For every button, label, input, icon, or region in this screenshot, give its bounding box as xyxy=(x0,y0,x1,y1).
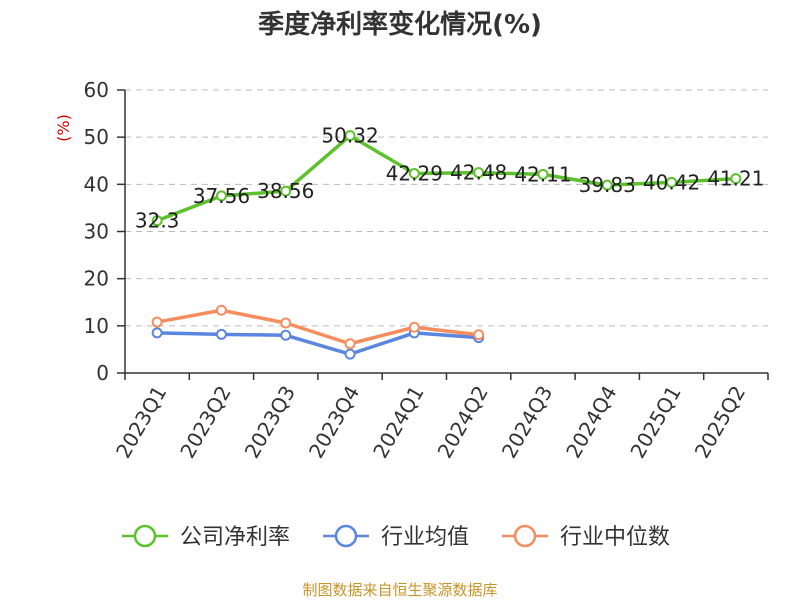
x-tick-label: 2025Q1 xyxy=(625,382,685,463)
series-2 xyxy=(151,304,485,350)
data-point xyxy=(151,316,163,328)
data-label: 50.32 xyxy=(321,124,378,148)
x-tick-label: 2023Q1 xyxy=(111,382,171,463)
data-point xyxy=(666,176,678,188)
legend-marker xyxy=(133,524,157,548)
data-point xyxy=(280,317,292,329)
x-tick-label: 2024Q4 xyxy=(561,382,621,463)
x-tick-label: 2024Q2 xyxy=(433,382,493,463)
x-tick-label: 2024Q3 xyxy=(497,382,557,463)
source-note: 制图数据来自恒生聚源数据库 xyxy=(302,581,498,599)
chart-title: 季度净利率变化情况(%) xyxy=(258,10,542,40)
data-point xyxy=(473,167,485,179)
y-tick-label: 60 xyxy=(84,78,109,102)
data-point xyxy=(344,338,356,350)
legend-item: 公司净利率 xyxy=(122,524,290,550)
data-label: 37.56 xyxy=(193,184,250,208)
data-point xyxy=(730,173,742,185)
legend-label: 行业均值 xyxy=(381,525,469,550)
y-tick-label: 40 xyxy=(84,172,109,196)
data-label: 39.83 xyxy=(579,173,636,197)
data-labels: 32.3 37.56 38.56 50.32 42.29 42.48 42.11 39.83 4… xyxy=(135,124,765,233)
data-point xyxy=(344,130,356,142)
series-line xyxy=(157,331,479,356)
data-label: 38.56 xyxy=(257,179,314,203)
data-point xyxy=(280,185,292,197)
data-label: 40.42 xyxy=(643,170,700,194)
gridlines xyxy=(125,89,768,327)
data-point xyxy=(408,168,420,180)
legend-label: 公司净利率 xyxy=(180,525,290,550)
legend-marker xyxy=(513,524,537,548)
data-point xyxy=(280,329,292,341)
y-tick-label: 10 xyxy=(84,314,109,338)
data-label: 41.21 xyxy=(707,167,764,191)
x-tick-label: 2023Q4 xyxy=(304,382,364,463)
data-point xyxy=(408,321,420,333)
series-line xyxy=(156,308,479,346)
y-tick-label: 50 xyxy=(84,125,109,149)
data-point xyxy=(601,179,613,191)
y-tick-label: 20 xyxy=(84,267,109,291)
legend: 公司净利率 行业均值 行业中位数 xyxy=(122,524,670,550)
data-label: 32.3 xyxy=(135,209,180,233)
data-label: 42.48 xyxy=(450,161,507,185)
data-point xyxy=(215,190,227,202)
legend-item: 行业中位数 xyxy=(502,524,670,550)
legend-marker xyxy=(334,524,358,548)
y-tick-label: 0 xyxy=(96,361,109,385)
legend-item: 行业均值 xyxy=(323,524,469,550)
x-tick-label: 2023Q2 xyxy=(175,382,235,463)
data-point xyxy=(537,168,549,180)
x-tick-label: 2025Q2 xyxy=(690,382,750,463)
x-tick-label: 2024Q1 xyxy=(368,382,428,463)
series-0 xyxy=(151,130,742,227)
data-label: 42.29 xyxy=(386,162,443,186)
y-tick-label: 30 xyxy=(84,220,109,244)
legend-label: 行业中位数 xyxy=(560,525,670,550)
data-point xyxy=(473,329,485,341)
data-point xyxy=(215,328,227,340)
data-label: 42.11 xyxy=(514,162,571,186)
x-tick-label: 2023Q3 xyxy=(240,382,300,463)
y-axis-unit-label: (%) xyxy=(54,114,73,142)
data-point xyxy=(151,215,163,227)
data-point xyxy=(151,327,163,339)
series-lines xyxy=(151,130,742,360)
data-point xyxy=(215,304,227,316)
series-line xyxy=(156,133,736,223)
data-point xyxy=(344,348,356,360)
